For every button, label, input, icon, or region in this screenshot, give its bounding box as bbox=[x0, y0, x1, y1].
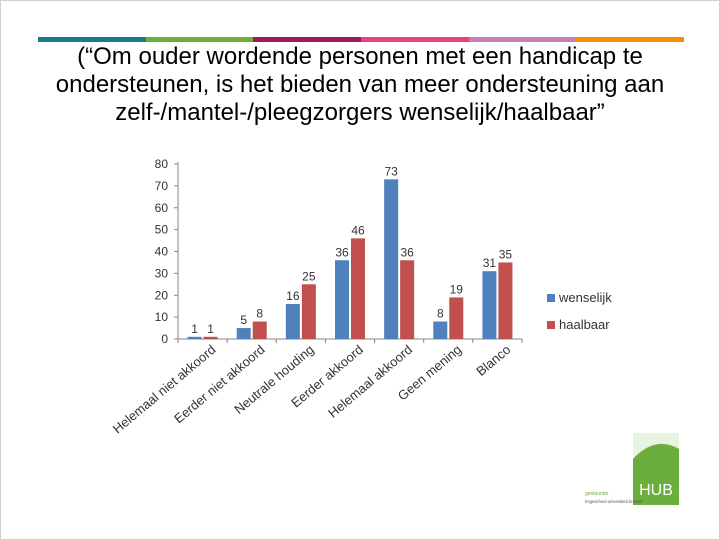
bar-haalbaar bbox=[351, 238, 365, 339]
x-category-label: Helemaal akkoord bbox=[325, 342, 415, 421]
top-bar-segment bbox=[576, 37, 685, 42]
bar-wenselijk bbox=[384, 179, 399, 339]
y-tick-label: 70 bbox=[155, 179, 169, 193]
data-label-haalbaar: 46 bbox=[351, 223, 365, 237]
y-tick-label: 40 bbox=[155, 245, 169, 259]
y-tick-label: 50 bbox=[155, 223, 169, 237]
bar-wenselijk bbox=[482, 271, 497, 339]
logo-text: HUB bbox=[639, 482, 673, 499]
bar-wenselijk bbox=[335, 260, 349, 339]
data-label-wenselijk: 73 bbox=[384, 164, 398, 178]
bar-haalbaar bbox=[252, 321, 267, 339]
y-tick-label: 80 bbox=[155, 157, 169, 171]
legend-swatch-haalbaar bbox=[547, 321, 555, 329]
bar-wenselijk bbox=[236, 328, 251, 339]
title-line-3: zelf-/mantel-/pleegzorgers wenselijk/haa… bbox=[115, 99, 605, 126]
data-label-wenselijk: 36 bbox=[335, 245, 349, 259]
data-label-wenselijk: 16 bbox=[286, 289, 300, 303]
y-tick-label: 60 bbox=[155, 201, 169, 215]
y-tick-label: 0 bbox=[161, 332, 168, 346]
legend-label-wenselijk: wenselijk bbox=[558, 290, 612, 305]
logo-swoosh bbox=[633, 433, 679, 459]
data-label-wenselijk: 8 bbox=[437, 307, 444, 321]
logo-subtext-1: gesteunde bbox=[585, 491, 609, 497]
y-tick-label: 20 bbox=[155, 288, 169, 302]
data-label-wenselijk: 1 bbox=[191, 322, 198, 336]
data-label-haalbaar: 8 bbox=[256, 307, 263, 321]
top-color-bar bbox=[38, 37, 685, 42]
top-bar-segment bbox=[253, 37, 362, 42]
hub-logo: HUB gesteunde hogeschool-universiteit br… bbox=[583, 433, 683, 509]
top-bar-segment bbox=[361, 37, 469, 42]
y-tick-label: 10 bbox=[155, 310, 169, 324]
bar-haalbaar bbox=[449, 297, 464, 339]
top-bar-segment bbox=[145, 37, 254, 42]
data-label-haalbaar: 36 bbox=[400, 245, 414, 259]
title-line-2: ondersteunen, is het bieden van meer ond… bbox=[55, 71, 665, 98]
legend-swatch-wenselijk bbox=[547, 294, 555, 302]
bar-haalbaar bbox=[400, 260, 415, 339]
data-label-wenselijk: 5 bbox=[240, 313, 247, 327]
bar-haalbaar bbox=[301, 284, 316, 339]
data-label-wenselijk: 31 bbox=[483, 256, 497, 270]
logo-subtext-2: hogeschool-universiteit brussel bbox=[585, 499, 643, 504]
bar-wenselijk bbox=[187, 336, 202, 339]
top-bar-segment bbox=[38, 37, 146, 42]
bar-haalbaar bbox=[498, 262, 513, 339]
data-label-haalbaar: 1 bbox=[207, 322, 214, 336]
title-line-1: (“Om ouder wordende personen met een han… bbox=[77, 43, 643, 70]
slide-title: (“Om ouder wordende personen met een han… bbox=[20, 43, 700, 127]
bar-wenselijk bbox=[433, 321, 448, 339]
data-label-haalbaar: 35 bbox=[499, 247, 513, 261]
top-bar-segment bbox=[468, 37, 577, 42]
data-label-haalbaar: 19 bbox=[450, 282, 464, 296]
bar-wenselijk bbox=[285, 304, 300, 339]
y-tick-label: 30 bbox=[155, 266, 169, 280]
x-category-label: Eerder niet akkoord bbox=[171, 342, 268, 426]
data-label-haalbaar: 25 bbox=[302, 269, 316, 283]
legend-label-haalbaar: haalbaar bbox=[559, 317, 610, 332]
x-category-label: Blanco bbox=[473, 342, 513, 379]
bar-haalbaar bbox=[203, 336, 218, 339]
